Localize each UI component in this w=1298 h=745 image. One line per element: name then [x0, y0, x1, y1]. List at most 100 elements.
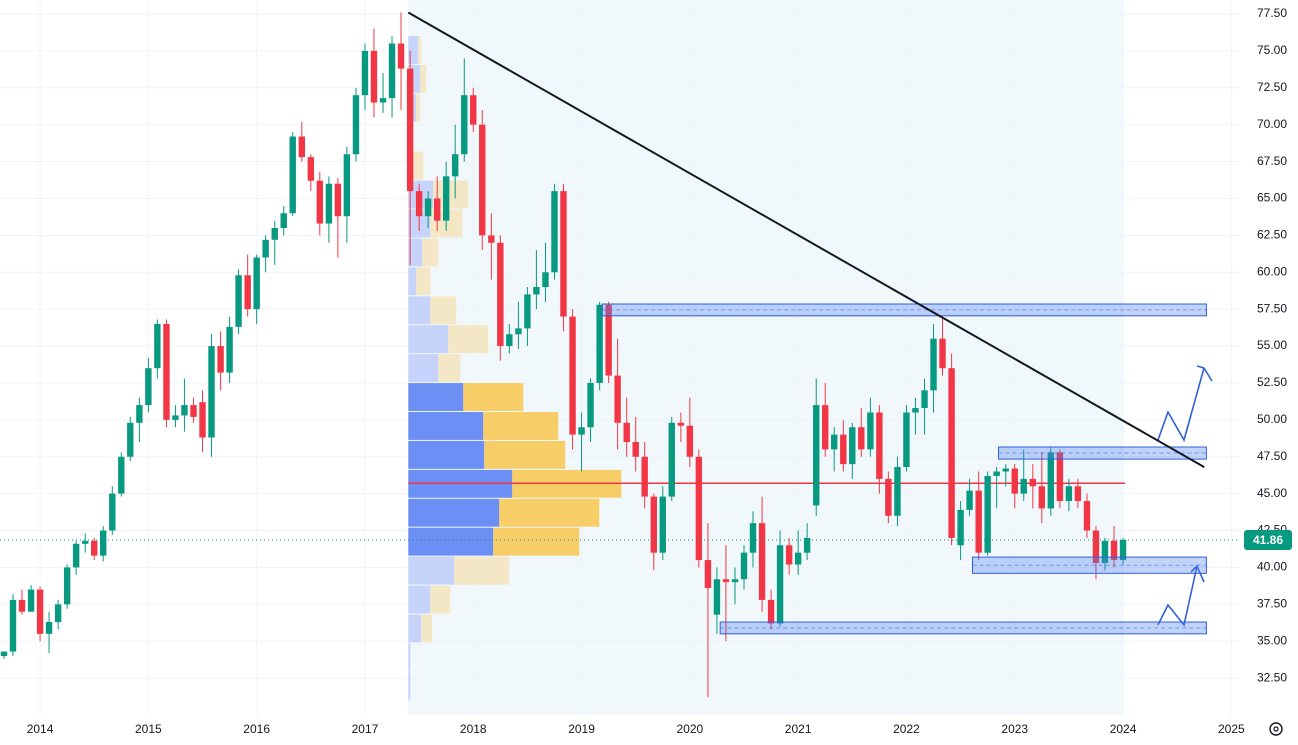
profile-up — [408, 238, 423, 267]
candle-body — [298, 136, 306, 158]
y-tick-label: 67.50 — [1257, 154, 1287, 168]
profile-up — [408, 411, 484, 440]
gear[interactable] — [1269, 722, 1283, 736]
candle-body — [822, 405, 829, 450]
candle-body — [163, 323, 170, 420]
candle-body — [506, 334, 513, 347]
candle-body — [533, 287, 540, 295]
candle-body — [1047, 452, 1055, 509]
candle-body — [1119, 539, 1127, 561]
candle-body — [388, 43, 396, 99]
candle-body — [127, 422, 134, 457]
y-tick-label: 70.00 — [1257, 117, 1287, 131]
candle-body — [578, 427, 585, 435]
y-tick-label: 72.50 — [1257, 80, 1287, 94]
candle-body — [641, 456, 648, 497]
candle-body — [154, 323, 161, 369]
candle-body — [461, 95, 468, 155]
candle-body — [343, 154, 351, 217]
candle-body — [109, 493, 116, 531]
y-tick-label: 32.50 — [1257, 670, 1287, 684]
candle-body — [948, 368, 955, 538]
candle-body — [668, 422, 675, 497]
candle-body — [885, 478, 892, 516]
candle-body — [677, 422, 685, 426]
candle-body — [876, 412, 883, 479]
gear-center[interactable] — [1273, 726, 1279, 732]
candle-body — [587, 382, 594, 428]
candle-body — [831, 434, 838, 450]
profile-up — [408, 498, 500, 527]
candle-body — [253, 257, 260, 310]
candle-body — [406, 68, 414, 192]
candle-body — [1083, 501, 1091, 531]
overlay — [408, 0, 1126, 715]
candle-body — [975, 490, 982, 553]
profile-up — [408, 267, 417, 296]
settings-icon[interactable] — [1269, 722, 1283, 736]
candle-body — [840, 434, 847, 465]
candle-body — [623, 422, 630, 442]
profile-up — [408, 527, 494, 556]
x-tick-label: 2024 — [1110, 722, 1137, 736]
y-tick-label: 65.00 — [1257, 191, 1287, 205]
candle-body — [704, 560, 712, 589]
candle-body — [1101, 540, 1109, 563]
x-tick-label: 2020 — [676, 722, 703, 736]
candle-body — [542, 272, 549, 288]
y-tick-label: 47.50 — [1257, 449, 1287, 463]
profile-down — [499, 498, 600, 527]
arrow-head — [1190, 564, 1205, 583]
candles — [0, 12, 1240, 698]
x-tick-label: 2025 — [1218, 722, 1245, 736]
y-tick-label: 60.00 — [1257, 264, 1287, 278]
projection-arrow — [1157, 565, 1198, 627]
candle-body — [63, 567, 71, 605]
candle-body — [181, 405, 188, 416]
candle-body — [803, 537, 811, 553]
candle-body — [921, 390, 928, 409]
y-tick-label: 45.00 — [1257, 486, 1287, 500]
candle-body — [1029, 478, 1037, 487]
x-tick-label: 2019 — [568, 722, 595, 736]
x-tick-label: 2023 — [1001, 722, 1028, 736]
candle-body — [190, 405, 197, 417]
candle-body — [912, 408, 919, 413]
candle-body — [199, 402, 206, 438]
projection-arrow — [1157, 367, 1205, 443]
candle-body — [18, 599, 26, 612]
candle-body — [118, 456, 125, 494]
profile-down — [418, 35, 422, 64]
y-tick-label: 55.00 — [1257, 338, 1287, 352]
profile-up — [408, 556, 455, 585]
y-tick-label: 52.50 — [1257, 375, 1287, 389]
candle-body — [334, 183, 342, 217]
candle-body — [379, 98, 387, 103]
profile-up — [408, 35, 419, 64]
profile-down — [430, 585, 451, 614]
candle-body — [136, 405, 143, 423]
profile-down — [416, 267, 431, 296]
candle-body — [36, 589, 44, 634]
x-tick-label: 2022 — [893, 722, 920, 736]
x-tick-label: 2016 — [243, 722, 270, 736]
candle-body — [54, 604, 62, 623]
candle-body — [785, 545, 793, 565]
profile-up — [408, 383, 464, 411]
candle-body — [930, 338, 937, 391]
x-tick-label: 2018 — [460, 722, 487, 736]
candle-body — [0, 651, 8, 656]
profile-down — [484, 440, 566, 469]
candle-body — [794, 552, 802, 565]
candle-body — [560, 191, 567, 317]
profile-down — [448, 325, 489, 354]
candle-body — [993, 471, 1000, 476]
candle-body — [686, 425, 694, 457]
last-price-label: 41.86 — [1253, 533, 1283, 547]
candle-body — [1110, 540, 1118, 561]
candle-body — [813, 405, 820, 506]
candle-body — [208, 346, 215, 438]
axes: 32.5035.0037.5040.0042.5045.0047.5050.00… — [27, 6, 1292, 736]
candle-body — [72, 543, 80, 568]
